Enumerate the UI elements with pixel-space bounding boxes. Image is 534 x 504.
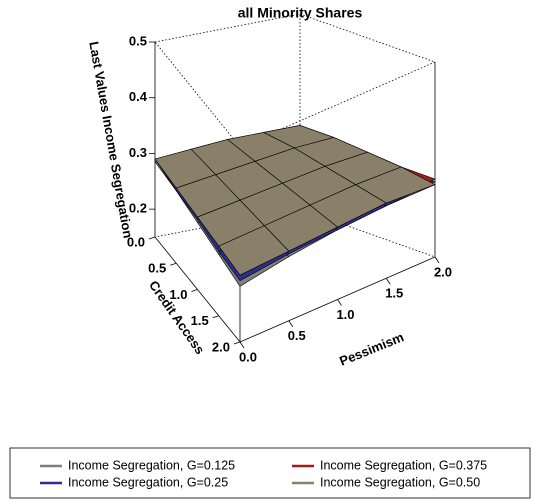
box-edge bbox=[299, 13, 436, 63]
x-tick-label: 2.0 bbox=[434, 264, 452, 279]
z-tick-label: 0.2 bbox=[129, 201, 147, 216]
legend-label: Income Segregation, G=0.375 bbox=[320, 458, 487, 472]
x-tick bbox=[385, 278, 391, 285]
x-tick-label: 1.0 bbox=[336, 307, 354, 322]
legend-label: Income Segregation, G=0.50 bbox=[320, 475, 480, 489]
chart-title: all Minority Shares bbox=[238, 5, 363, 21]
y-tick-label: 0.0 bbox=[127, 234, 145, 249]
x-tick bbox=[337, 299, 342, 306]
surface-cell bbox=[218, 225, 290, 276]
y-tick bbox=[191, 289, 198, 292]
legend-label: Income Segregation, G=0.25 bbox=[68, 475, 228, 489]
z-tick-label: 0.3 bbox=[129, 145, 147, 160]
z-tick-label: 0.5 bbox=[129, 33, 147, 48]
x-tick-label: 0.0 bbox=[239, 349, 257, 364]
legend-label: Income Segregation, G=0.125 bbox=[68, 458, 235, 472]
legend-box bbox=[9, 447, 531, 499]
x-tick bbox=[288, 320, 294, 327]
box-edge bbox=[154, 41, 241, 148]
x-tick bbox=[434, 256, 440, 264]
y-tick bbox=[170, 262, 177, 266]
box-edge bbox=[154, 13, 301, 43]
y-tick-label: 2.0 bbox=[212, 339, 230, 354]
y-tick bbox=[212, 315, 219, 319]
z-tick-label: 0.4 bbox=[129, 89, 148, 104]
x-tick-label: 1.5 bbox=[385, 286, 403, 301]
box-edge bbox=[299, 208, 436, 258]
y-tick-label: 1.0 bbox=[169, 287, 187, 302]
y-tick-label: 1.5 bbox=[191, 313, 209, 328]
y-tick bbox=[148, 236, 156, 240]
y-tick bbox=[233, 341, 241, 345]
x-tick-label: 0.5 bbox=[288, 328, 306, 343]
x-axis-label: Pessimism bbox=[337, 329, 406, 368]
z-axis-label: Last Values Income Segregation bbox=[86, 40, 135, 239]
y-tick-label: 0.5 bbox=[148, 261, 166, 276]
box-edge bbox=[239, 61, 436, 148]
x-tick bbox=[239, 341, 245, 349]
